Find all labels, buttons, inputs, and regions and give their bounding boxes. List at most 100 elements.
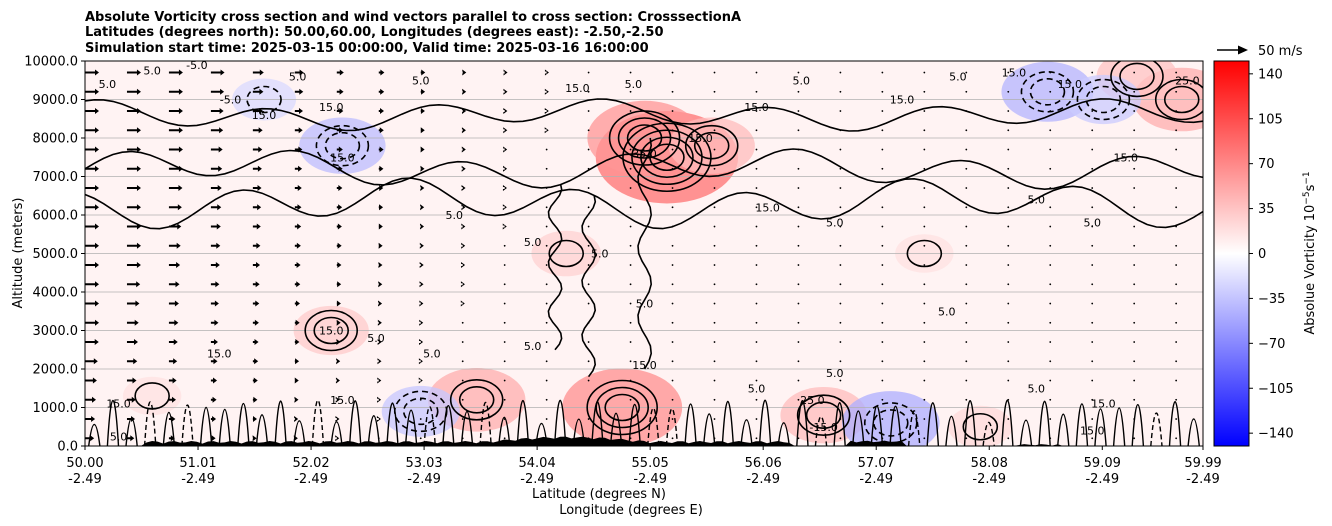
wind-vector [881,418,884,420]
contour-line [1131,404,1145,446]
wind-vector [126,108,141,115]
wind-vector [252,204,262,211]
wind-vector [168,377,177,384]
x-axis-ticks: 50.00-2.4951.01-2.4952.02-2.4953.03-2.49… [66,446,1222,487]
vorticity-region [381,385,460,437]
wind-vector [755,418,758,420]
wind-vector [1091,206,1094,209]
wind-vector [336,108,344,115]
wind-vector [1091,360,1094,363]
wind-vector [545,341,548,343]
wind-vector [881,71,884,74]
wind-vector [839,341,842,343]
wind-vector [1133,302,1136,305]
wind-vector [671,283,674,286]
contour-line [442,405,455,446]
x-axis-label-latitude: Latitude (degrees N) [532,487,666,502]
wind-vector [713,379,716,382]
contour-label: 5.0 [625,78,643,91]
wind-vector [587,148,590,151]
contour-line [1168,401,1182,446]
x-tick-label-longitude: -2.49 [1186,472,1220,487]
wind-vector [294,165,303,172]
wind-vector [336,204,343,211]
wind-vector [881,302,884,305]
contour-line [626,124,663,152]
wind-vector [1007,360,1010,363]
y-tick-label: 10000.0 [24,55,78,70]
wind-vector [1175,187,1178,189]
contour-line [926,402,940,446]
colorbar-tick-label: 70 [1258,157,1275,172]
wind-vector [336,88,344,95]
wind-vector [336,223,342,230]
contour-line [367,415,381,446]
wind-vector [1133,110,1136,112]
contour-label: 5.0 [826,217,844,230]
contour-line [498,416,511,446]
wind-vector [126,88,141,95]
wind-vector [168,88,183,95]
colorbar-tick-label: −70 [1258,337,1285,352]
wind-vector [545,321,548,324]
wind-vector [377,437,380,440]
wind-vector [587,398,590,401]
x-tick-label-longitude: -2.49 [746,472,780,487]
wind-vector [1133,187,1136,189]
wind-vector [839,129,842,132]
wind-vector [587,379,590,382]
contour-label-layer: 5.0 5.0 -5.0 -5.0 15.0 5.0 15.0 15.0 5.0 15.0 5.0 3… [99,61,1200,443]
wind-vector [544,108,549,115]
wind-vector [336,319,341,326]
wind-vector [1049,71,1052,74]
x-tick-label-latitude: 58.08 [971,456,1008,471]
x-axis-label-longitude: Longitude (degrees E) [559,503,703,518]
wind-vector [126,185,141,192]
contour-label: 5.0 [1028,194,1046,207]
wind-vector [419,242,424,249]
wind-vector [1175,110,1178,112]
wind-vector [378,223,383,230]
contour-line [684,124,739,167]
wind-vector [755,437,758,440]
wind-vector [1049,52,1051,54]
wind-vector [378,127,384,134]
wind-vector [755,341,758,343]
contour-line [458,385,495,414]
wind-vector [881,110,884,112]
wind-vector [168,416,176,423]
wind-vector [1049,206,1052,209]
contour-line [721,400,735,446]
wind-vector [629,90,632,93]
wind-vector [839,225,842,228]
wind-vector [168,339,178,346]
wind-vector [965,398,968,401]
wind-vector [545,283,548,286]
wind-vector [1175,437,1178,440]
contour-line [313,316,350,345]
wind-vector [210,146,223,153]
contour-label: 15.0 [1058,78,1083,91]
wind-vector [1007,206,1010,209]
wind-vector [210,358,218,365]
wind-vector [210,262,220,269]
wind-vector [839,398,842,401]
wind-vector [1049,321,1052,324]
contour-line [982,422,995,446]
wind-vector [168,69,183,76]
wind-vector [713,187,716,189]
wind-vector [503,341,506,343]
wind-vector [1133,244,1136,247]
wind-vector [126,281,141,288]
contour-label: 25.0 [800,394,825,407]
contour-line [1085,85,1122,114]
wind-vector [1175,244,1178,247]
wind-vector [629,283,632,286]
wind-vector [336,242,342,249]
wind-vector [502,204,507,211]
contour-label: -5.0 [220,94,241,107]
wind-vector [1091,283,1094,286]
wind-vector [461,146,466,153]
wind-vector [755,302,758,305]
wind-vector [1049,110,1052,112]
